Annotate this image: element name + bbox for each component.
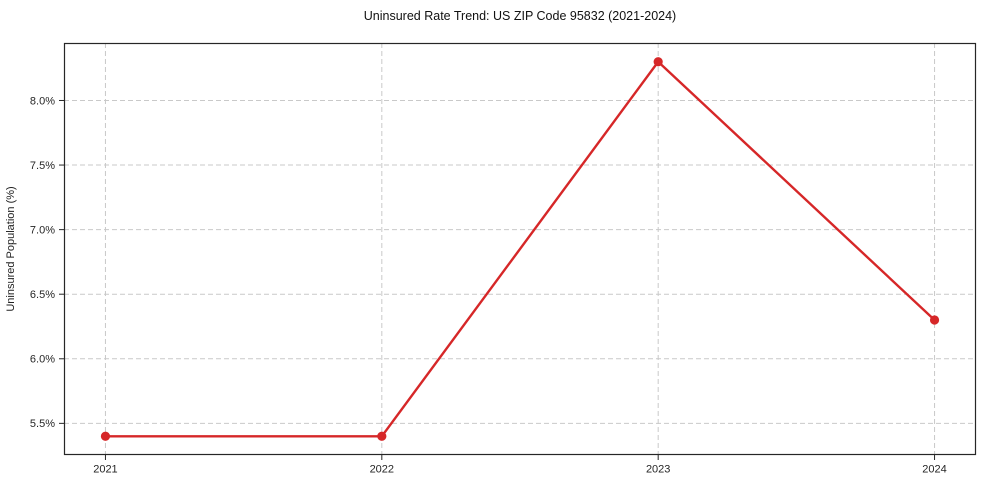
data-point bbox=[929, 315, 940, 325]
x-tick-label: 2022 bbox=[370, 464, 394, 476]
x-tick-label: 2023 bbox=[646, 464, 670, 476]
chart-title: Uninsured Rate Trend: US ZIP Code 95832 … bbox=[364, 9, 676, 23]
x-tick-label: 2021 bbox=[93, 464, 117, 476]
axes-border bbox=[63, 42, 977, 456]
data-point bbox=[100, 431, 111, 441]
y-axis-label: Uninsured Population (%) bbox=[5, 186, 17, 311]
data-line bbox=[104, 60, 936, 438]
data-point bbox=[653, 57, 663, 67]
x-tick-label: 2024 bbox=[922, 464, 946, 476]
y-tick-label: 6.0% bbox=[30, 354, 55, 366]
y-tick-label: 7.0% bbox=[30, 224, 55, 236]
plot-area: 5.5% 6.0% 6.5% 7.0% 7.5% 8.0% 2021 2022 2023 2024 bbox=[30, 42, 977, 476]
y-tick-label: 8.0% bbox=[30, 95, 55, 107]
y-tick-label: 7.5% bbox=[30, 160, 55, 172]
data-point bbox=[377, 431, 387, 441]
y-tick-label: 6.5% bbox=[30, 289, 55, 301]
y-tick-label: 5.5% bbox=[30, 418, 55, 430]
